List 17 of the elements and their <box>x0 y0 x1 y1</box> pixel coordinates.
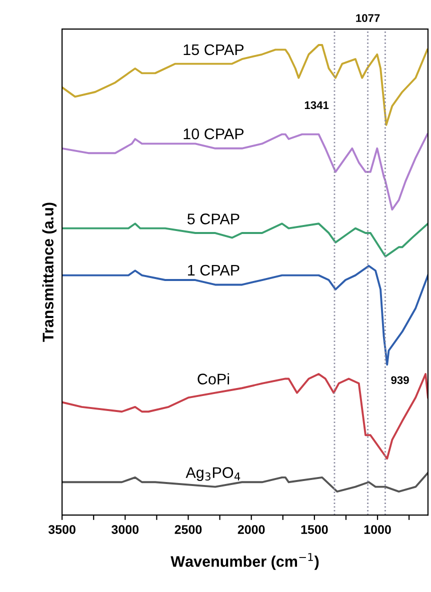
x-tick-label: 2000 <box>238 525 265 534</box>
x-axis-title: Wavenumber (cm$^{−1}$) <box>170 553 319 570</box>
series-label: 1 CPAP <box>188 264 240 276</box>
annotation: 1341 <box>304 101 329 110</box>
series-label: CoPi <box>198 373 230 384</box>
series-label: 5 CPAP <box>187 214 240 224</box>
x-tick-label: 3500 <box>48 525 76 534</box>
series-label: Ag$_{3}$PO$_{4}$ <box>186 467 240 481</box>
x-tick-label: 1500 <box>301 525 328 534</box>
x-tick-label: 1000 <box>364 525 391 534</box>
ref-line-label: 1077 <box>356 14 380 22</box>
x-tick-label: 2500 <box>174 525 202 534</box>
series-label: 10 CPAP <box>184 128 244 140</box>
y-axis-title: Transmittance (a.u) <box>42 202 57 342</box>
annotation: 939 <box>391 376 409 384</box>
x-tick-label: 3000 <box>112 525 139 534</box>
series-label: 15 CPAP <box>184 44 244 56</box>
